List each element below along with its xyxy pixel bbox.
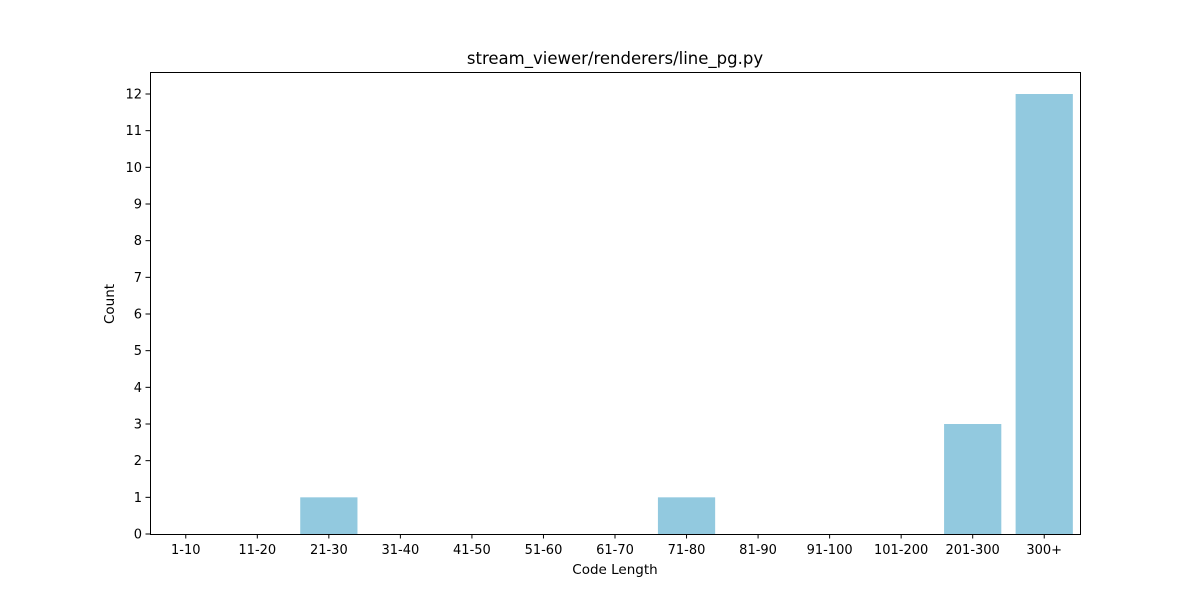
x-tick-label: 71-80 <box>668 543 706 558</box>
x-tick-label: 41-50 <box>453 543 491 558</box>
x-tick-label: 31-40 <box>381 543 419 558</box>
bars-group <box>300 94 1073 534</box>
x-tick-label: 201-300 <box>946 543 1000 558</box>
bar-201-300 <box>944 424 1002 534</box>
y-tick-label: 12 <box>125 88 142 103</box>
y-tick-label: 9 <box>134 198 142 213</box>
x-tick-label: 101-200 <box>874 543 928 558</box>
x-tick-label: 300+ <box>1026 543 1062 558</box>
x-tick-label: 61-70 <box>596 543 634 558</box>
y-tick-label: 4 <box>134 381 142 396</box>
y-tick-label: 6 <box>134 308 142 323</box>
plot-frame <box>150 72 1081 535</box>
y-tick-label: 8 <box>134 234 142 249</box>
chart-title: stream_viewer/renderers/line_pg.py <box>467 49 763 69</box>
y-tick-label: 2 <box>134 454 142 469</box>
bar-300+ <box>1015 94 1073 534</box>
y-axis-label: Count <box>102 284 118 324</box>
y-tick-label: 0 <box>134 528 142 543</box>
x-tick-label: 91-100 <box>807 543 853 558</box>
bar-71-80 <box>657 497 716 534</box>
x-tick-label: 1-10 <box>171 543 201 558</box>
y-tick-label: 7 <box>134 271 142 286</box>
y-tick-label: 10 <box>125 161 142 176</box>
x-tick-label: 51-60 <box>525 543 563 558</box>
y-tick-label: 11 <box>125 124 142 139</box>
y-tick-label: 1 <box>134 491 142 506</box>
x-tick-label: 21-30 <box>310 543 348 558</box>
y-tick-label: 5 <box>134 344 142 359</box>
y-tick-label: 3 <box>134 418 142 433</box>
bar-21-30 <box>300 497 358 534</box>
x-tick-label: 81-90 <box>739 543 777 558</box>
x-tick-label: 11-20 <box>238 543 276 558</box>
x-axis-ticks: 1-10 11-20 21-30 31-40 41-50 51-60 61-70 71-80 8… <box>171 534 1062 558</box>
x-axis-label: Code Length <box>572 562 657 578</box>
